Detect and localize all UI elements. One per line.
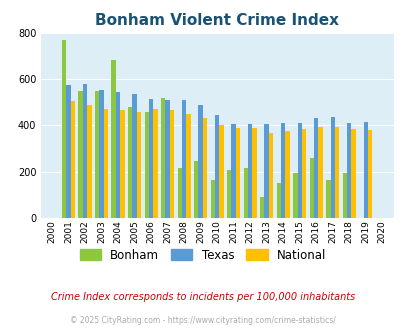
Bar bbox=[132, 94, 136, 218]
Bar bbox=[313, 118, 318, 218]
Bar bbox=[292, 173, 297, 218]
Bar bbox=[226, 170, 231, 218]
Bar bbox=[215, 115, 219, 218]
Bar bbox=[95, 91, 99, 218]
Bar bbox=[243, 168, 247, 218]
Bar bbox=[116, 92, 120, 218]
Bar bbox=[87, 105, 92, 218]
Bar bbox=[181, 100, 186, 218]
Title: Bonham Violent Crime Index: Bonham Violent Crime Index bbox=[95, 13, 338, 28]
Bar bbox=[219, 125, 223, 218]
Bar bbox=[367, 130, 371, 218]
Bar bbox=[136, 112, 141, 218]
Bar bbox=[330, 117, 334, 218]
Bar bbox=[268, 134, 273, 218]
Bar bbox=[111, 59, 116, 218]
Bar bbox=[210, 180, 215, 218]
Bar bbox=[202, 118, 207, 218]
Bar bbox=[149, 99, 153, 218]
Bar bbox=[252, 128, 256, 218]
Bar bbox=[83, 84, 87, 218]
Bar bbox=[297, 123, 301, 218]
Text: Crime Index corresponds to incidents per 100,000 inhabitants: Crime Index corresponds to incidents per… bbox=[51, 292, 354, 302]
Bar bbox=[177, 168, 181, 218]
Bar bbox=[161, 98, 165, 218]
Bar bbox=[280, 123, 285, 218]
Bar bbox=[351, 129, 355, 218]
Bar bbox=[325, 180, 330, 218]
Bar bbox=[346, 123, 351, 218]
Bar bbox=[247, 124, 252, 218]
Legend: Bonham, Texas, National: Bonham, Texas, National bbox=[75, 244, 330, 266]
Bar bbox=[153, 109, 158, 218]
Bar bbox=[144, 112, 149, 218]
Bar bbox=[231, 124, 235, 218]
Bar bbox=[186, 114, 190, 218]
Bar bbox=[66, 85, 71, 218]
Bar bbox=[78, 91, 83, 218]
Bar bbox=[276, 183, 280, 218]
Bar bbox=[165, 100, 170, 218]
Bar bbox=[342, 173, 346, 218]
Text: © 2025 CityRating.com - https://www.cityrating.com/crime-statistics/: © 2025 CityRating.com - https://www.city… bbox=[70, 315, 335, 325]
Bar bbox=[285, 131, 289, 218]
Bar bbox=[194, 161, 198, 218]
Bar bbox=[334, 127, 339, 218]
Bar bbox=[318, 127, 322, 218]
Bar bbox=[198, 105, 202, 218]
Bar bbox=[235, 128, 240, 218]
Bar bbox=[128, 107, 132, 218]
Bar bbox=[259, 197, 264, 218]
Bar bbox=[99, 89, 104, 218]
Bar bbox=[120, 110, 125, 218]
Bar bbox=[301, 129, 306, 218]
Bar bbox=[264, 124, 268, 218]
Bar bbox=[309, 158, 313, 218]
Bar bbox=[62, 40, 66, 218]
Bar bbox=[170, 110, 174, 218]
Bar bbox=[362, 122, 367, 218]
Bar bbox=[104, 109, 108, 218]
Bar bbox=[71, 101, 75, 218]
